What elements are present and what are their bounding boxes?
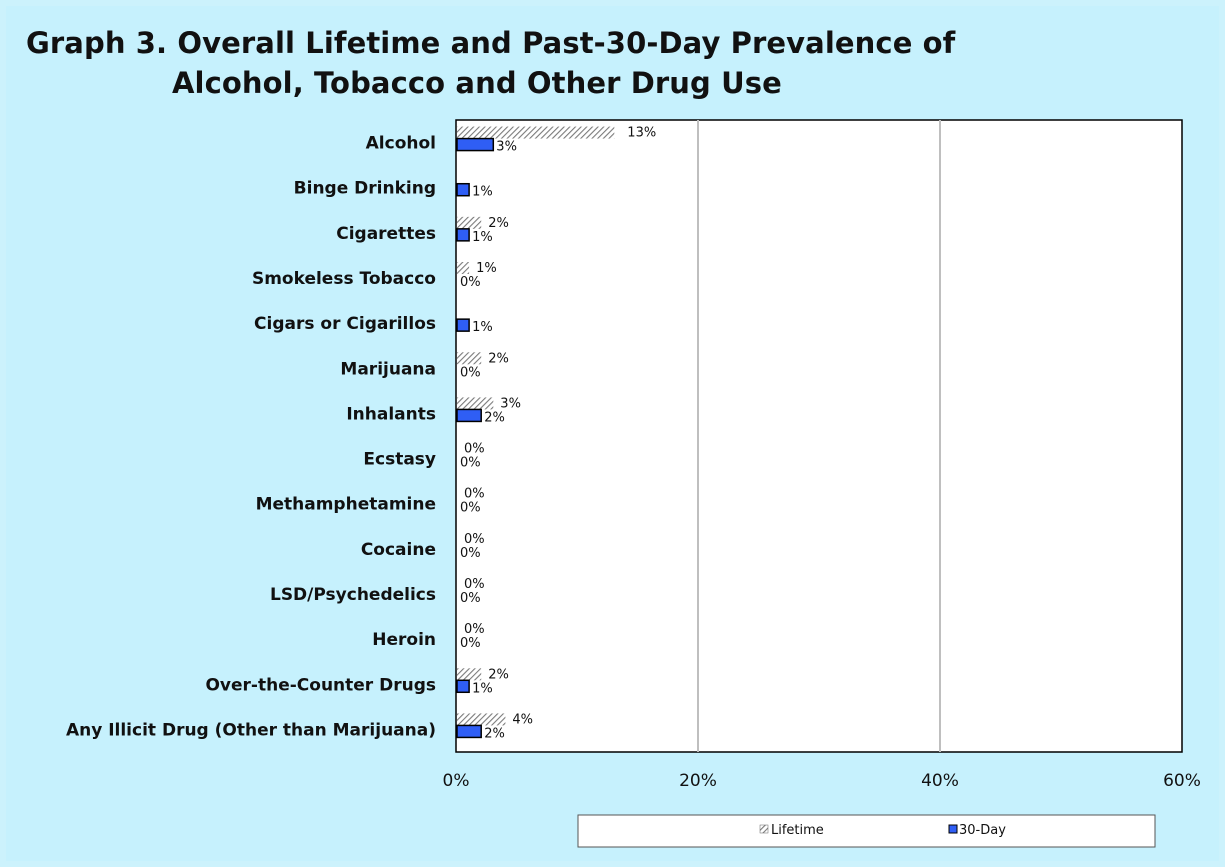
legend: Lifetime 30-Day xyxy=(577,814,1156,848)
category-label: Over-the-Counter Drugs xyxy=(205,675,436,695)
bar-lifetime xyxy=(457,262,470,274)
data-label-30-day: 0% xyxy=(460,456,481,471)
data-label-lifetime: 4% xyxy=(512,712,533,727)
x-tick-label: 0% xyxy=(443,771,470,791)
x-tick-label: 20% xyxy=(679,771,717,791)
chart-title-line-2: Alcohol, Tobacco and Other Drug Use xyxy=(172,66,782,100)
category-label: Cigars or Cigarillos xyxy=(254,314,436,334)
category-label: Marijuana xyxy=(340,359,436,379)
bars xyxy=(456,126,615,739)
category-label: Smokeless Tobacco xyxy=(252,269,436,289)
data-label-30-day: 1% xyxy=(472,681,493,696)
bar-30-day xyxy=(456,137,495,152)
legend-swatch-lifetime xyxy=(759,824,769,834)
data-label-lifetime: 2% xyxy=(488,667,509,682)
legend-box xyxy=(577,814,1156,848)
x-tick-label: 40% xyxy=(921,771,959,791)
bar-30-day xyxy=(456,182,470,197)
bar-30-day xyxy=(456,724,482,739)
labels: 0% 20% 40% 60% Alcohol Binge Drinking Cigarett… xyxy=(66,126,1201,791)
legend-label-lifetime: Lifetime xyxy=(771,823,824,838)
data-label-30-day: 2% xyxy=(484,726,505,741)
bar-lifetime xyxy=(457,397,494,410)
category-label: Inhalants xyxy=(346,404,436,424)
data-label-lifetime: 0% xyxy=(464,532,485,547)
data-label-lifetime: 13% xyxy=(627,126,656,141)
data-label-30-day: 3% xyxy=(496,140,517,155)
category-label: LSD/Psychedelics xyxy=(270,585,436,605)
bar-lifetime xyxy=(457,126,615,139)
category-label: Ecstasy xyxy=(363,450,436,470)
bar-30-day xyxy=(456,228,470,242)
bar-30-day xyxy=(456,679,470,694)
data-label-30-day: 0% xyxy=(460,591,481,606)
data-label-lifetime: 3% xyxy=(500,396,521,411)
data-label-30-day: 1% xyxy=(472,230,493,245)
data-label-lifetime: 0% xyxy=(464,577,485,592)
category-label: Heroin xyxy=(372,630,436,650)
category-label: Cocaine xyxy=(361,540,436,560)
data-label-30-day: 1% xyxy=(472,185,493,200)
data-label-lifetime: 2% xyxy=(488,351,509,366)
category-label: Binge Drinking xyxy=(294,179,436,199)
data-label-30-day: 1% xyxy=(472,320,493,335)
bar-30-day xyxy=(456,408,482,423)
category-label: Alcohol xyxy=(366,134,436,154)
category-label: Any Illicit Drug (Other than Marijuana) xyxy=(66,720,436,740)
bar-lifetime xyxy=(457,352,482,365)
plot-area xyxy=(455,119,1183,753)
x-tick-label: 60% xyxy=(1163,771,1201,791)
category-label: Methamphetamine xyxy=(256,495,436,515)
chart-title-line-1: Graph 3. Overall Lifetime and Past-30-Da… xyxy=(26,26,956,60)
bar-30-day xyxy=(456,318,470,332)
data-label-30-day: 0% xyxy=(460,546,481,561)
legend-swatch-30-day xyxy=(948,824,958,834)
data-label-lifetime: 0% xyxy=(464,442,485,457)
data-label-30-day: 0% xyxy=(460,275,481,290)
bar-lifetime xyxy=(457,668,482,681)
data-label-lifetime: 1% xyxy=(476,261,497,276)
data-label-30-day: 0% xyxy=(460,365,481,380)
data-label-lifetime: 0% xyxy=(464,622,485,637)
data-label-30-day: 2% xyxy=(484,410,505,425)
data-label-lifetime: 0% xyxy=(464,487,485,502)
bar-lifetime xyxy=(457,713,506,726)
data-label-lifetime: 2% xyxy=(488,216,509,231)
legend-label-30-day: 30-Day xyxy=(959,823,1006,838)
bar-lifetime xyxy=(457,216,482,229)
data-label-30-day: 0% xyxy=(460,501,481,516)
category-label: Cigarettes xyxy=(336,224,436,244)
data-label-30-day: 0% xyxy=(460,636,481,651)
grid-lines xyxy=(697,120,941,752)
